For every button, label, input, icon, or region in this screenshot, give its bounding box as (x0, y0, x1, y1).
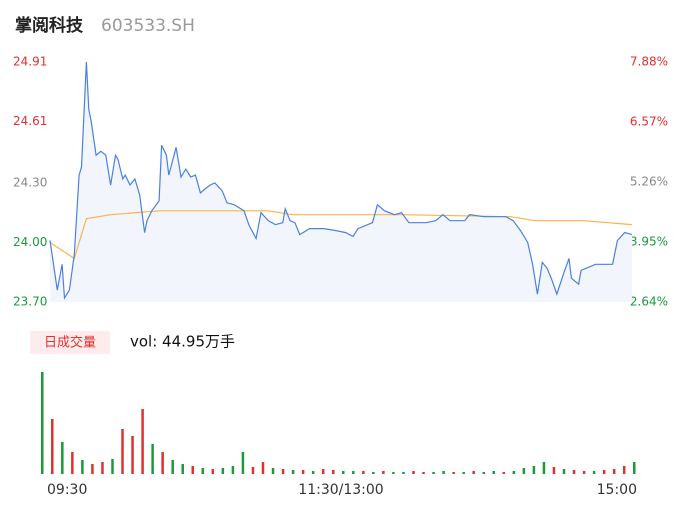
price-area (50, 62, 632, 302)
volume-bar (442, 471, 445, 474)
volume-bar (221, 468, 225, 474)
average-line (49, 210, 633, 260)
volume-total: vol: 44.95万手 (130, 333, 235, 351)
volume-bar (472, 471, 475, 474)
volume-bar (161, 452, 164, 474)
volume-bar (592, 471, 596, 474)
volume-bar (362, 471, 365, 474)
volume-bar (422, 472, 425, 474)
price-line (49, 61, 633, 300)
y2-tick-label: 5.26% (630, 175, 668, 189)
x-tick-label: 11:30/13:00 (298, 482, 383, 498)
volume-bar (602, 470, 606, 474)
volume-bar (41, 372, 44, 474)
volume-bar (291, 470, 295, 474)
volume-bar (191, 466, 195, 474)
x-tick-label: 15:00 (597, 482, 637, 498)
y-tick-label: 24.91 (13, 55, 47, 69)
volume-bar (121, 429, 124, 474)
volume-bar (633, 462, 636, 474)
volume-bar (522, 468, 526, 474)
volume-bar (492, 471, 496, 474)
volume-bar (462, 472, 465, 474)
volume-bar (271, 468, 275, 474)
volume-bar (542, 462, 546, 474)
volume-bar (482, 472, 485, 474)
volume-bar (622, 466, 626, 474)
volume-bar (562, 469, 566, 474)
volume-bar (131, 436, 134, 474)
y-tick-label: 24.61 (13, 114, 47, 128)
volume-bar (141, 409, 144, 474)
volume-bar (331, 470, 335, 474)
volume-bar (81, 460, 84, 474)
volume-bar (432, 472, 435, 474)
volume-bar (582, 471, 586, 474)
x-tick-label: 09:30 (47, 482, 87, 498)
volume-bar (281, 469, 285, 474)
volume-bar (301, 470, 305, 474)
volume-bar (532, 466, 536, 474)
volume-bar (311, 471, 315, 474)
volume-bar (201, 468, 205, 474)
stock-code: 603533.SH (101, 16, 195, 36)
y-tick-label: 23.70 (13, 295, 47, 309)
volume-bar (512, 471, 516, 474)
volume-bar (412, 471, 415, 474)
volume-label: 日成交量 (44, 335, 96, 351)
volume-bar (372, 472, 375, 474)
volume-bar (552, 467, 556, 474)
y-tick-label: 24.30 (13, 175, 47, 189)
y2-tick-label: 3.95% (630, 235, 668, 249)
volume-bar (101, 462, 104, 474)
volume-bar (502, 472, 506, 474)
volume-bar (321, 469, 325, 474)
volume-bar (51, 419, 54, 474)
volume-bar (612, 469, 616, 474)
y2-tick-label: 7.88% (630, 55, 668, 69)
volume-bar (91, 464, 94, 474)
volume-bar (382, 471, 385, 474)
volume-bar (251, 467, 255, 474)
volume-label-bg (30, 331, 110, 354)
volume-bar (181, 464, 184, 474)
volume-bar (71, 452, 74, 474)
volume-bar (151, 444, 154, 474)
volume-bar (231, 466, 235, 474)
volume-bar (111, 459, 114, 474)
volume-bar (392, 472, 395, 474)
volume-bar (61, 442, 64, 474)
volume-bar (171, 460, 174, 474)
volume-bar (261, 462, 265, 474)
volume-bar (342, 471, 345, 474)
volume-bar (572, 470, 576, 474)
volume-bar (211, 469, 215, 474)
volume-bar (352, 471, 355, 474)
stock-name: 掌阅科技 (15, 15, 84, 36)
volume-bar (402, 472, 405, 474)
y2-tick-label: 2.64% (630, 295, 668, 309)
volume-bar (241, 452, 245, 474)
volume-bar (452, 472, 455, 474)
y2-tick-label: 6.57% (630, 115, 668, 129)
y-tick-label: 24.00 (13, 235, 47, 249)
